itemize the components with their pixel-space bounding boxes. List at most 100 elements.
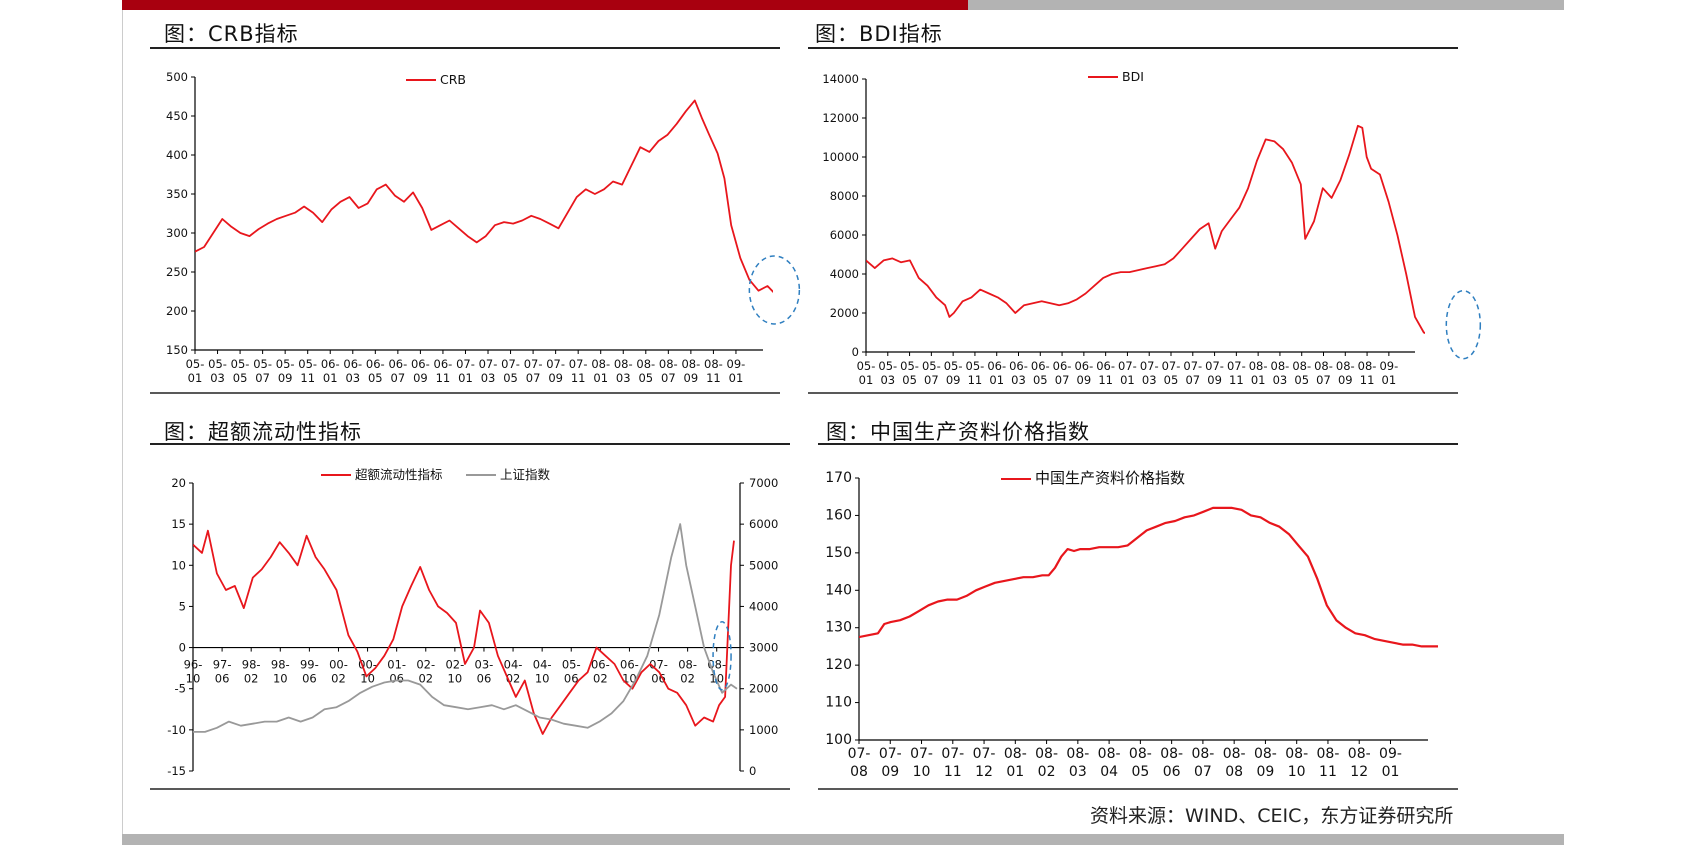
bdi-xtick-label: 08- bbox=[1292, 359, 1311, 373]
bdi-xtick-label: 03 bbox=[1273, 373, 1288, 387]
liq-xtick-label: 06- bbox=[591, 658, 610, 672]
ppi-xtick-label: 03 bbox=[1069, 764, 1087, 780]
crb-xtick-label: 07- bbox=[569, 357, 588, 371]
crb-ytick-label: 200 bbox=[166, 304, 188, 318]
source-note: 资料来源：WIND、CEIC，东方证券研究所 bbox=[1090, 805, 1454, 827]
bdi-ytick-label: 12000 bbox=[822, 111, 859, 125]
ppi-xtick-label: 08- bbox=[1285, 746, 1308, 762]
bdi-chart: 0200040006000800010000120001400005-0105-… bbox=[822, 69, 1482, 387]
crb-xtick-label: 08- bbox=[659, 357, 678, 371]
liq-y2tick-label: 5000 bbox=[749, 558, 778, 572]
crb-panel-title: 图：CRB指标 bbox=[164, 22, 299, 46]
bdi-xtick-label: 06- bbox=[1053, 359, 1072, 373]
bdi-xtick-label: 07- bbox=[1227, 359, 1246, 373]
crb-xtick-label: 07- bbox=[546, 357, 565, 371]
liq-xtick-label: 02 bbox=[244, 672, 259, 686]
bdi-series-primary bbox=[866, 124, 1425, 335]
crb-xtick-label: 08- bbox=[636, 357, 655, 371]
crb-ytick-label: 300 bbox=[166, 226, 188, 240]
top-gray-bar bbox=[968, 0, 1564, 10]
ppi-xtick-label: 09 bbox=[881, 764, 899, 780]
bdi-xtick-label: 05- bbox=[857, 359, 876, 373]
liq-xtick-label: 06 bbox=[564, 672, 579, 686]
liq-y2tick-label: 6000 bbox=[749, 517, 778, 531]
crb-ytick-label: 500 bbox=[166, 70, 188, 84]
bdi-xtick-label: 05- bbox=[966, 359, 985, 373]
liq-xtick-label: 06 bbox=[302, 672, 317, 686]
liq-legend-label: 上证指数 bbox=[500, 467, 551, 482]
ppi-title-rule bbox=[818, 443, 1458, 445]
liq-xtick-label: 01- bbox=[387, 658, 406, 672]
liq-ytick-label: -15 bbox=[167, 764, 186, 778]
crb-xtick-label: 05 bbox=[503, 371, 518, 385]
bdi-xtick-label: 08- bbox=[1249, 359, 1268, 373]
bdi-xtick-label: 09 bbox=[1077, 373, 1092, 387]
ppi-xtick-label: 01 bbox=[1382, 764, 1400, 780]
bdi-xtick-label: 07 bbox=[924, 373, 939, 387]
crb-xtick-label: 08- bbox=[591, 357, 610, 371]
liquidity-chart: -15 -10 -5 0 5 10 15 20 0 1000 2000 3000 4000 5000 600… bbox=[167, 467, 778, 778]
liq-xtick-label: 98- bbox=[242, 658, 261, 672]
ppi-ytick-label: 130 bbox=[825, 620, 852, 636]
bdi-xtick-label: 08- bbox=[1314, 359, 1333, 373]
ppi-ytick-label: 170 bbox=[825, 470, 852, 486]
crb-xtick-label: 06- bbox=[434, 357, 453, 371]
ppi-xtick-label: 08- bbox=[1066, 746, 1089, 762]
crb-xtick-label: 09 bbox=[684, 371, 699, 385]
liq-ytick-label: 5 bbox=[179, 599, 186, 613]
liq-ytick-label: -10 bbox=[167, 723, 186, 737]
bdi-xtick-label: 06- bbox=[1074, 359, 1093, 373]
crb-xtick-label: 09- bbox=[727, 357, 746, 371]
liq-series-primary bbox=[193, 529, 735, 735]
crb-xtick-label: 11 bbox=[706, 371, 721, 385]
liq-xtick-label: 02 bbox=[680, 672, 695, 686]
bdi-xtick-label: 09 bbox=[1338, 373, 1353, 387]
crb-xtick-label: 05- bbox=[186, 357, 205, 371]
crb-legend-label: CRB bbox=[440, 72, 466, 87]
crb-xtick-label: 05- bbox=[208, 357, 227, 371]
ppi-xtick-label: 11 bbox=[944, 764, 962, 780]
ppi-xtick-label: 05 bbox=[1131, 764, 1149, 780]
liq-xtick-label: 97- bbox=[213, 658, 232, 672]
bdi-xtick-label: 11 bbox=[1360, 373, 1375, 387]
liq-title-rule bbox=[150, 443, 790, 445]
liq-xtick-label: 06 bbox=[651, 672, 666, 686]
ppi-xtick-label: 08- bbox=[1129, 746, 1152, 762]
liq-xtick-label: 06 bbox=[215, 672, 230, 686]
crb-xtick-label: 01 bbox=[188, 371, 203, 385]
crb-xtick-label: 03 bbox=[210, 371, 225, 385]
ppi-xtick-label: 08- bbox=[1191, 746, 1214, 762]
bdi-xtick-label: 11 bbox=[1098, 373, 1113, 387]
ppi-xtick-label: 12 bbox=[975, 764, 993, 780]
bdi-xtick-label: 05 bbox=[1033, 373, 1048, 387]
liq-xtick-label: 03- bbox=[475, 658, 494, 672]
bottom-gray-bar bbox=[122, 834, 1564, 845]
bdi-xtick-label: 01 bbox=[859, 373, 874, 387]
bdi-xtick-label: 05 bbox=[902, 373, 917, 387]
bdi-xtick-label: 07- bbox=[1118, 359, 1137, 373]
crb-xtick-label: 07 bbox=[661, 371, 676, 385]
liq-xtick-label: 10 bbox=[448, 672, 463, 686]
liq-xtick-label: 10 bbox=[186, 672, 201, 686]
crb-xtick-label: 06- bbox=[411, 357, 430, 371]
ppi-chart: 10011012013014015016017007-0807-0907-100… bbox=[825, 469, 1438, 780]
top-accent-bar bbox=[122, 0, 968, 10]
ppi-xtick-label: 07- bbox=[910, 746, 933, 762]
ppi-xtick-label: 08- bbox=[1035, 746, 1058, 762]
liq-y2tick-label: 4000 bbox=[749, 599, 778, 613]
bdi-xtick-label: 03 bbox=[880, 373, 895, 387]
liq-xtick-label: 06 bbox=[477, 672, 492, 686]
ppi-xtick-label: 08 bbox=[850, 764, 868, 780]
ppi-xtick-label: 10 bbox=[913, 764, 931, 780]
crb-xtick-label: 11 bbox=[436, 371, 451, 385]
crb-xtick-label: 07- bbox=[479, 357, 498, 371]
liq-xtick-label: 06- bbox=[620, 658, 639, 672]
ppi-ytick-label: 140 bbox=[825, 582, 852, 598]
crb-xtick-label: 05- bbox=[231, 357, 250, 371]
crb-ytick-label: 450 bbox=[166, 109, 188, 123]
crb-xtick-label: 01 bbox=[729, 371, 744, 385]
crb-xtick-label: 07 bbox=[526, 371, 541, 385]
bdi-ytick-label: 0 bbox=[852, 345, 859, 359]
ppi-xtick-label: 08- bbox=[1348, 746, 1371, 762]
crb-ytick-label: 250 bbox=[166, 265, 188, 279]
